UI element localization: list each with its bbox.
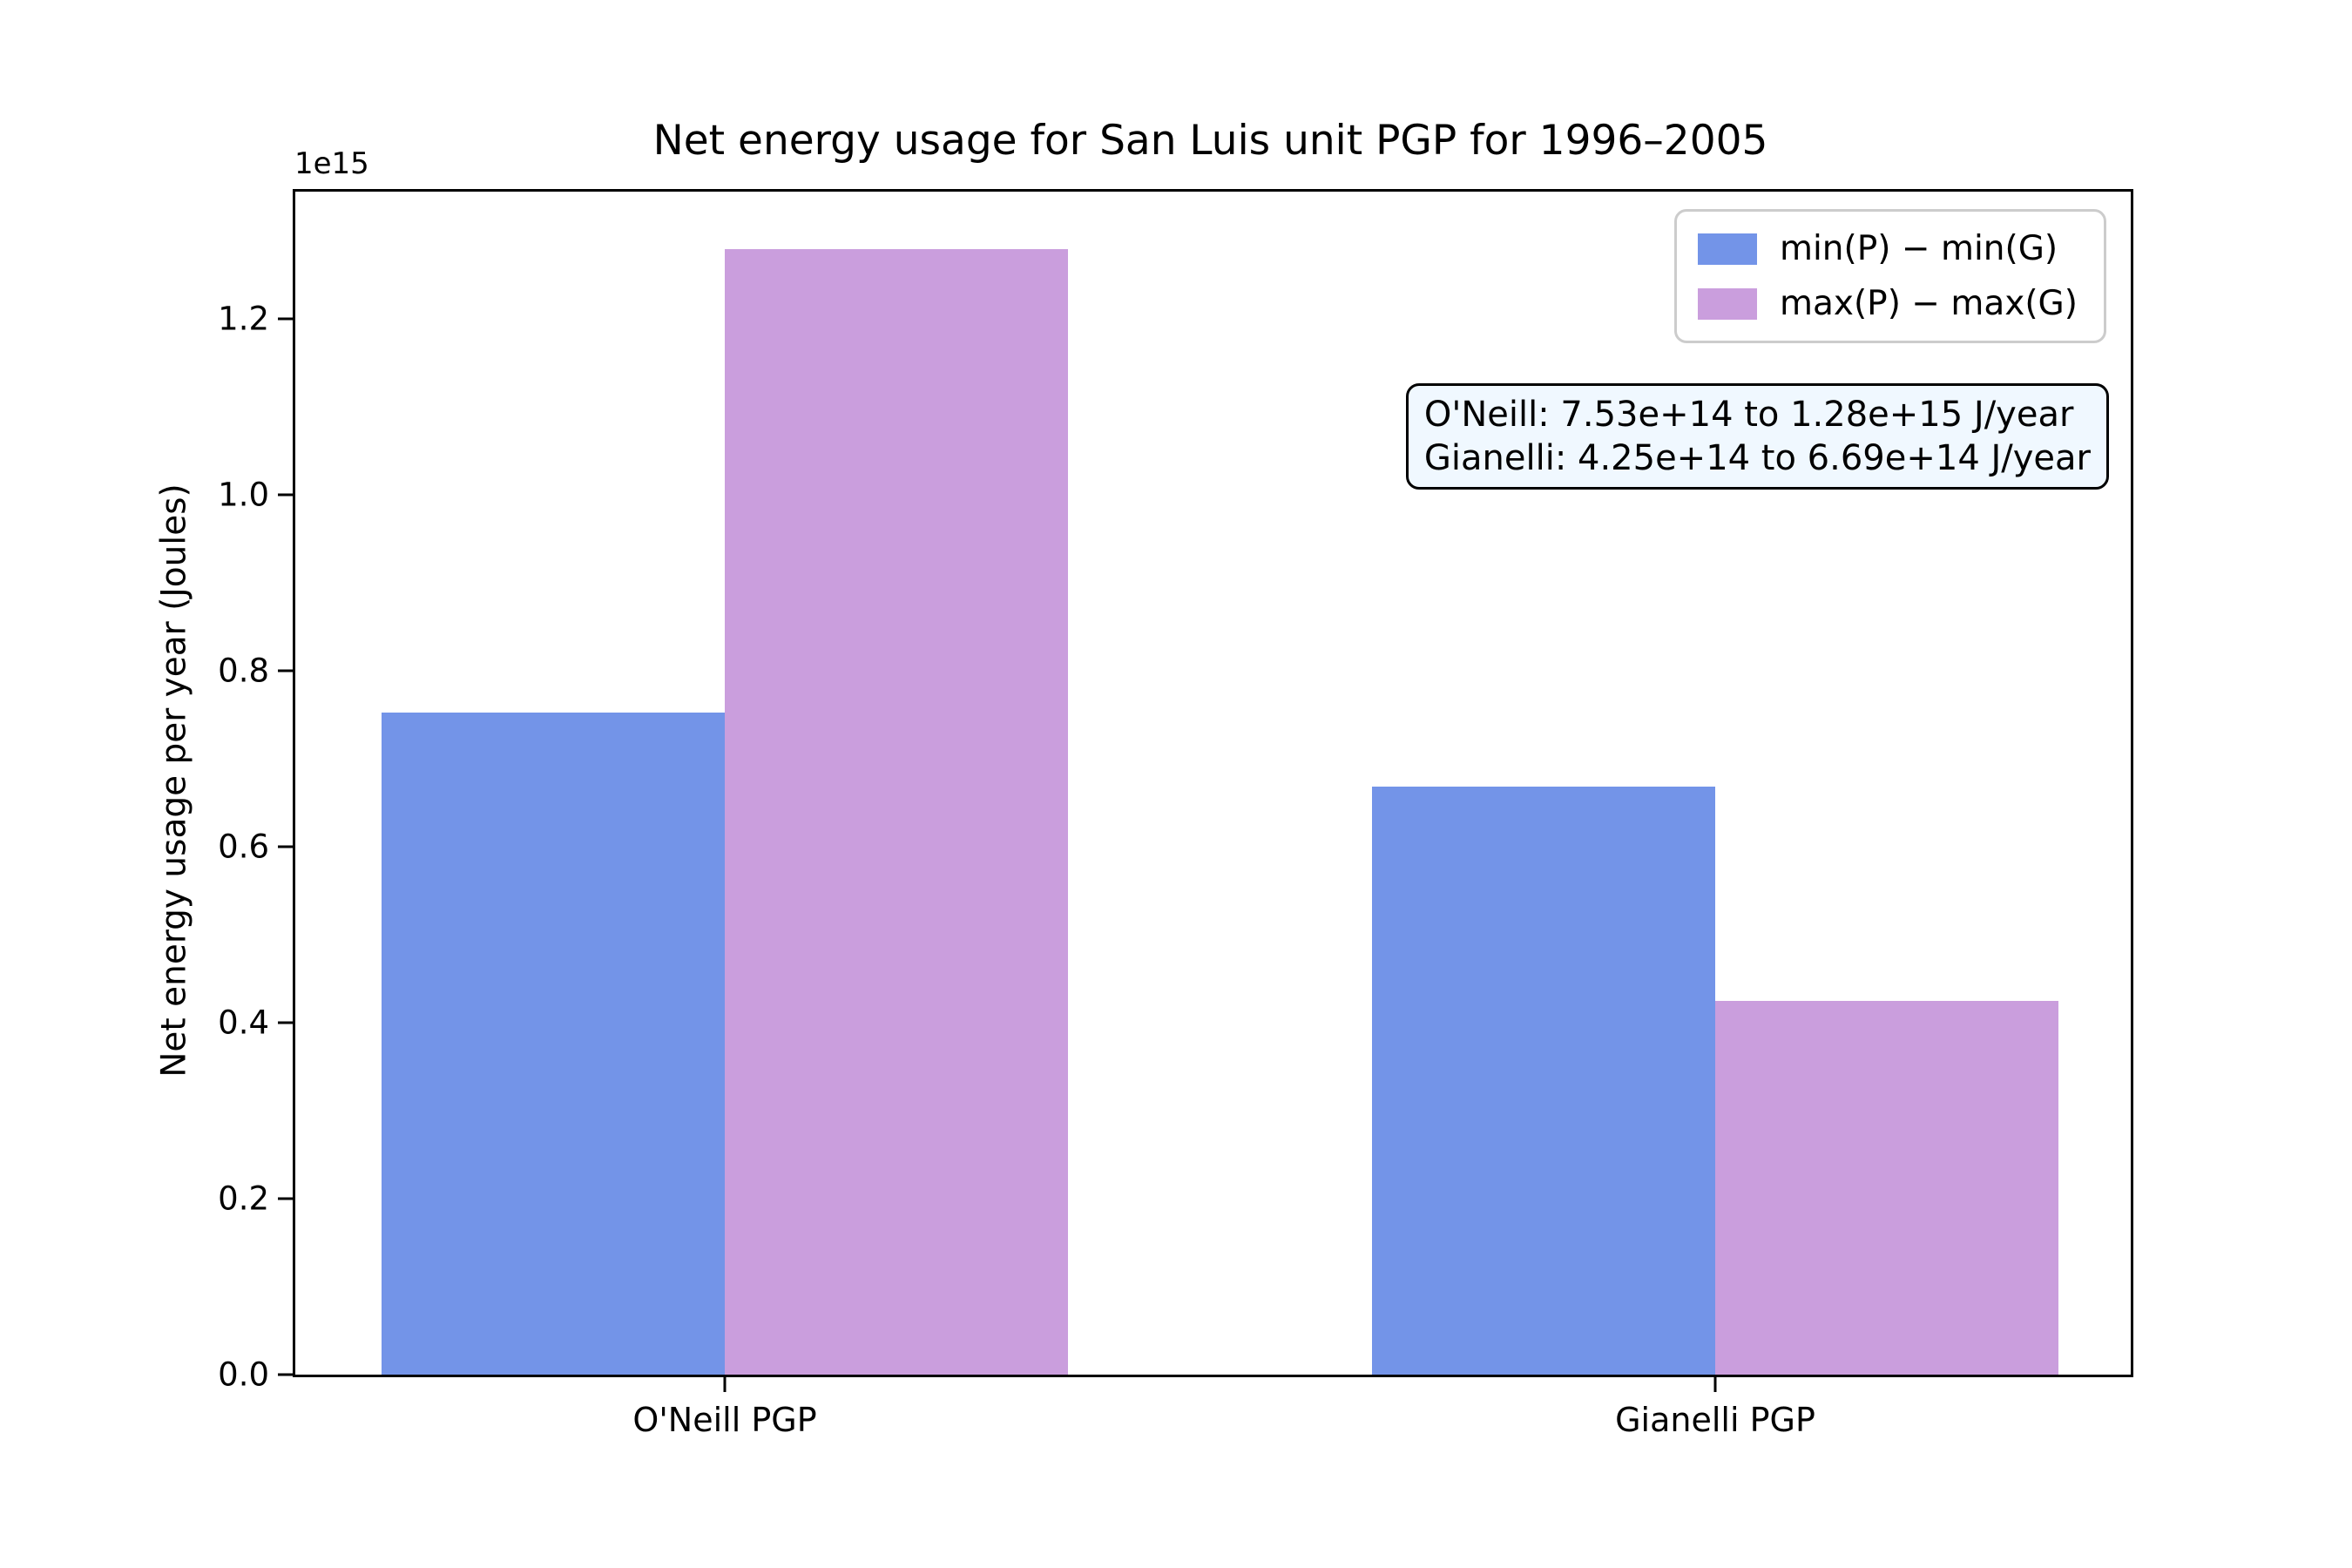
y-tick-label: 0.4 [218,1004,269,1042]
bar-max-gianelli [1714,1000,2058,1375]
y-tick-mark [278,1197,293,1200]
y-tick-mark [278,669,293,672]
y-tick-mark [278,1021,293,1024]
y-tick-mark [278,317,293,321]
legend-row: max(P) − max(G) [1697,284,2078,323]
legend-label: max(P) − max(G) [1779,284,2078,323]
annotation-box: O'Neill: 7.53e+14 to 1.28e+15 J/year Gia… [1405,383,2109,490]
legend-swatch-max [1697,287,1757,320]
x-tick-label-gianelli: Gianelli PGP [1615,1401,1815,1439]
y-tick-mark [278,845,293,848]
bar-max-oneill [725,248,1069,1375]
annotation-line-gianelli: Gianelli: 4.25e+14 to 6.69e+14 J/year [1423,438,2091,478]
y-tick-mark [278,1373,293,1376]
legend: min(P) − min(G) max(P) − max(G) [1673,209,2106,343]
plot-area: 0.0 0.2 0.4 0.6 0.8 1.0 1.2 O'Neill PGP Gianell… [218,189,2133,1439]
legend-swatch-min [1697,233,1757,265]
y-tick-label: 0.0 [218,1355,269,1394]
y-tick-label: 1.0 [218,476,269,514]
y-tick-label: 0.6 [218,828,269,866]
bar-min-gianelli [1371,786,1715,1375]
y-tick-label: 0.2 [218,1179,269,1218]
legend-row: min(P) − min(G) [1697,229,2078,268]
y-axis-label: Net energy usage per year (Joules) [154,483,194,1078]
y-tick-label: 1.2 [218,300,269,338]
x-tick-label-oneill: O'Neill PGP [632,1401,817,1439]
legend-label: min(P) − min(G) [1779,229,2058,268]
y-axis-scale-offset: 1e15 [294,146,369,181]
y-tick-label: 0.8 [218,652,269,690]
annotation-line-oneill: O'Neill: 7.53e+14 to 1.28e+15 J/year [1423,395,2074,435]
x-tick-mark [723,1377,727,1392]
chart-title: Net energy usage for San Luis unit PGP f… [652,117,1768,165]
x-tick-mark [1713,1377,1717,1392]
y-tick-mark [278,493,293,497]
bar-min-oneill [382,712,726,1375]
